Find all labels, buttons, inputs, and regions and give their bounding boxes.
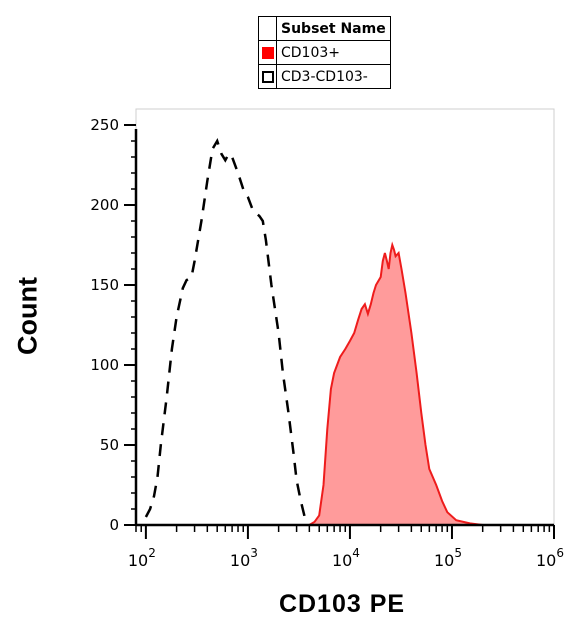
y-tick-label-150: 150: [90, 276, 119, 294]
y-tick-label-0: 0: [109, 516, 119, 534]
legend-swatch-cd3-cd103-negative: [261, 70, 274, 83]
x-tick-label-4: 104: [332, 546, 360, 570]
y-tick-label-50: 50: [100, 436, 119, 454]
legend-title: Subset Name: [276, 16, 391, 41]
x-tick-label-3: 103: [230, 546, 258, 570]
y-tick-label-100: 100: [90, 356, 119, 374]
series-line-cd3-cd103-: [144, 137, 311, 525]
legend: Subset Name CD103+ CD3-CD103-: [258, 16, 391, 89]
series-area-cd103-: [145, 245, 554, 525]
x-axis-label: CD103 PE: [278, 590, 406, 618]
series-line-cd103-: [145, 241, 554, 526]
x-tick-label-6: 106: [536, 546, 564, 570]
y-tick-label-250: 250: [90, 116, 119, 134]
legend-header-spacer: [258, 16, 277, 41]
x-tick-label-2: 102: [128, 546, 156, 570]
y-tick-label-200: 200: [90, 196, 119, 214]
legend-swatch-cd103-positive: [261, 46, 274, 59]
legend-label-cd103-positive: CD103+: [276, 40, 391, 65]
legend-label-cd3-cd103-negative: CD3-CD103-: [276, 64, 391, 89]
x-tick-label-5: 105: [434, 546, 462, 570]
y-axis-label: Count: [12, 277, 43, 355]
